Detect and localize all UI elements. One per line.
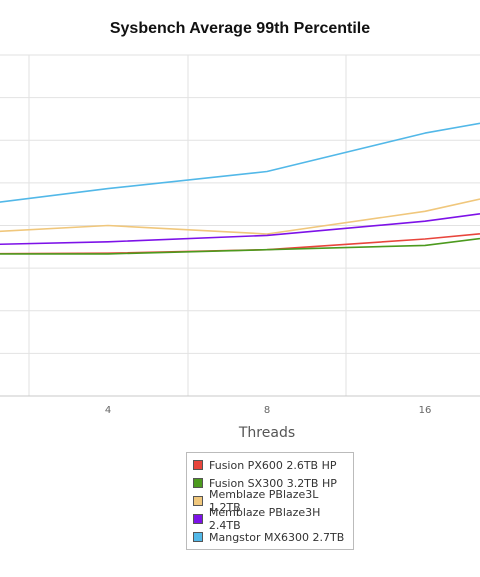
- series-line-4: [0, 122, 480, 203]
- legend-item-3[interactable]: Memblaze PBlaze3H 2.4TB: [187, 506, 353, 532]
- series-line-3: [0, 213, 480, 246]
- x-tick-labels: 4 8 16: [105, 405, 432, 416]
- legend-item-2[interactable]: Memblaze PBlaze3L 1.2TB: [187, 488, 353, 514]
- legend-swatch: [193, 514, 203, 524]
- legend-swatch: [193, 496, 203, 506]
- legend-item-1[interactable]: Fusion SX300 3.2TB HP: [187, 474, 353, 492]
- grid: [0, 54, 480, 397]
- x-tick-label: 16: [419, 405, 432, 416]
- legend-swatch: [193, 532, 203, 542]
- legend-label: Fusion PX600 2.6TB HP: [209, 458, 337, 472]
- legend-swatch: [193, 478, 203, 488]
- legend-label: Memblaze PBlaze3H 2.4TB: [208, 506, 321, 532]
- legend-item-0[interactable]: Fusion PX600 2.6TB HP: [187, 456, 353, 474]
- series-line-2: [0, 198, 480, 235]
- legend-label: Mangstor MX6300 2.7TB: [209, 530, 345, 544]
- legend-item-4[interactable]: Mangstor MX6300 2.7TB: [187, 528, 353, 546]
- line-chart: 4 8 16 Threads: [0, 54, 480, 441]
- legend-label: Fusion SX300 3.2TB HP: [209, 476, 337, 490]
- legend: Fusion PX600 2.6TB HP Fusion SX300 3.2TB …: [186, 452, 354, 550]
- series-line-1: [0, 237, 480, 255]
- x-axis-label: Threads: [238, 425, 295, 441]
- legend-label: Memblaze PBlaze3L 1.2TB: [208, 488, 319, 514]
- chart-title: Sysbench Average 99th Percentile: [109, 20, 371, 37]
- series-lines: [0, 122, 480, 255]
- x-tick-label: 4: [105, 405, 111, 416]
- x-tick-label: 8: [264, 405, 270, 416]
- series-line-0: [0, 233, 480, 255]
- legend-swatch: [193, 460, 203, 470]
